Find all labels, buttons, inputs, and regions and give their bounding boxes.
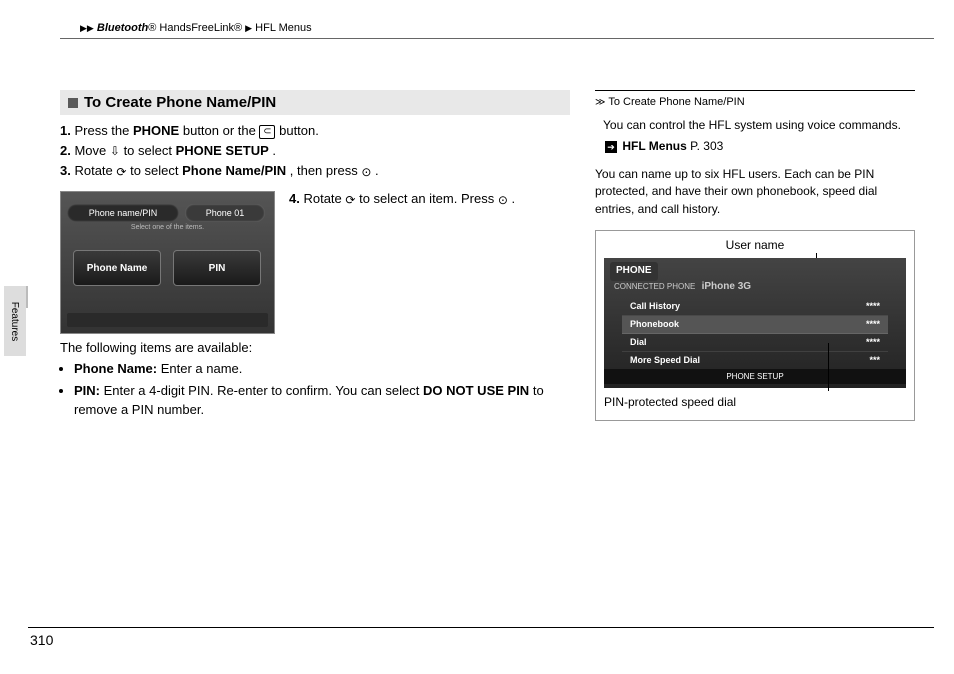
page-number: 310 (30, 632, 53, 648)
step-text: button or the (183, 123, 260, 138)
side-paragraph-1: You can control the HFL system using voi… (603, 117, 915, 134)
breadcrumb-seg3: HFL Menus (255, 22, 311, 34)
features-tab: Features (4, 286, 26, 356)
step-2: 2. Move ⇩ to select PHONE SETUP . (60, 141, 570, 161)
screen-tab-left: Phone name/PIN (67, 204, 179, 222)
callout-pin-speed-dial: PIN-protected speed dial (604, 394, 906, 411)
screen2-footer: PHONE SETUP (604, 369, 906, 385)
breadcrumb-seg2: HandsFreeLink® (159, 22, 242, 34)
step-number: 4. (289, 191, 303, 206)
step-4: 4. Rotate ⟳ to select an item. Press ⊙ . (289, 191, 570, 207)
callout-user-name: User name (604, 237, 906, 254)
step-text: . (512, 191, 516, 206)
connected-label: CONNECTED PHONE (614, 282, 695, 291)
side-column: ≫ To Create Phone Name/PIN You can contr… (595, 90, 915, 421)
step-text: to select an item. Press (359, 191, 498, 206)
menu-row-label: Dial (630, 336, 647, 349)
screen2-header: PHONE (610, 262, 658, 281)
menu-row-label: Phonebook (630, 318, 679, 331)
section-title-bar: To Create Phone Name/PIN (60, 90, 570, 115)
side-paragraph-2: You can name up to six HFL users. Each c… (595, 166, 915, 218)
step-text: , then press (290, 163, 362, 178)
screen-hint: Select one of the items. (61, 224, 274, 231)
menu-row-dial: Dial **** (622, 334, 888, 352)
bullet-phone-name: Phone Name: Enter a name. (74, 359, 570, 379)
reference-line: ➔ HFL Menus P. 303 (605, 138, 915, 155)
breadcrumb-seg1-italic: Bluetooth (97, 22, 148, 34)
step-number: 2. (60, 143, 74, 158)
screen-phone-menu: PHONE CONNECTED PHONE iPhone 3G Call His… (604, 258, 906, 388)
step-text: button. (279, 123, 319, 138)
items-bullets: Phone Name: Enter a name. PIN: Enter a 4… (74, 359, 570, 420)
features-label: Features (10, 301, 21, 340)
menu-row-stars: *** (869, 354, 880, 367)
do-not-use-pin-bold: DO NOT USE PIN (423, 383, 529, 398)
phone-setup-bold: PHONE SETUP (176, 143, 269, 158)
pickup-icon: ⊂ (259, 125, 275, 139)
divider (60, 38, 934, 39)
steps-list: 1. Press the PHONE button or the ⊂ butto… (60, 115, 570, 181)
menu-row-label: More Speed Dial (630, 354, 700, 367)
screenshot-row: Phone name/PIN Phone 01 Select one of th… (60, 191, 570, 334)
phone-name-pin-bold: Phone Name/PIN (182, 163, 286, 178)
triangle-icon: ▶▶ (80, 23, 94, 33)
triangle-icon: ▶ (245, 23, 252, 33)
step-text: Press the (74, 123, 133, 138)
rotate-icon: ⟳ (116, 163, 126, 182)
connected-value: iPhone 3G (702, 281, 751, 292)
footer-divider (28, 627, 934, 628)
rotate-icon: ⟳ (345, 193, 355, 207)
menu-row-stars: **** (866, 300, 880, 313)
reference-page: P. 303 (690, 139, 723, 153)
step-1: 1. Press the PHONE button or the ⊂ butto… (60, 121, 570, 141)
reference-arrow-icon: ➔ (605, 141, 617, 153)
reference-label: HFL Menus (622, 139, 686, 153)
press-icon: ⊙ (361, 163, 371, 182)
phone-bold: PHONE (133, 123, 179, 138)
step-number: 3. (60, 163, 74, 178)
screen2-wrapper: User name PHONE CONNECTED PHONE iPhone 3… (595, 230, 915, 421)
screen-phone-name-pin: Phone name/PIN Phone 01 Select one of th… (60, 191, 275, 334)
bullet-pin: PIN: Enter a 4-digit PIN. Re-enter to co… (74, 381, 570, 420)
screen-tab-right: Phone 01 (185, 204, 265, 222)
screen2-menu: Call History **** Phonebook **** Dial **… (622, 298, 888, 370)
breadcrumb: ▶▶ Bluetooth® HandsFreeLink® ▶ HFL Menus (80, 22, 312, 34)
section-title: To Create Phone Name/PIN (84, 94, 276, 111)
bullet-text: Enter a 4-digit PIN. Re-enter to confirm… (104, 383, 423, 398)
step-text: to select (124, 143, 176, 158)
step-number: 1. (60, 123, 74, 138)
bullet-text: Enter a name. (161, 361, 243, 376)
step-text: Move (74, 143, 109, 158)
screen-button-pin: PIN (173, 250, 261, 286)
screen-bottom-bar (67, 313, 268, 327)
square-bullet-icon (68, 98, 78, 108)
bullet-label: Phone Name: (74, 361, 157, 376)
step-text: to select (130, 163, 182, 178)
double-triangle-icon: ≫ (595, 97, 605, 108)
step-text: Rotate (74, 163, 116, 178)
menu-row-stars: **** (866, 336, 880, 349)
side-title: ≫ To Create Phone Name/PIN (595, 95, 915, 111)
step-3: 3. Rotate ⟳ to select Phone Name/PIN , t… (60, 161, 570, 181)
screen-button-phone-name: Phone Name (73, 250, 161, 286)
joystick-down-icon: ⇩ (110, 142, 120, 161)
breadcrumb-seg1-reg: ® (148, 22, 156, 34)
side-title-text: To Create Phone Name/PIN (608, 96, 744, 108)
menu-row-stars: **** (866, 318, 880, 331)
step-text: . (375, 163, 379, 178)
press-icon: ⊙ (498, 193, 508, 207)
bullet-label: PIN: (74, 383, 100, 398)
side-divider (595, 90, 915, 91)
menu-row-call-history: Call History **** (622, 298, 888, 316)
screen2-connected: CONNECTED PHONE iPhone 3G (614, 280, 751, 295)
step-text: Rotate (303, 191, 345, 206)
items-intro: The following items are available: (60, 340, 570, 355)
step-text: . (272, 143, 276, 158)
main-column: To Create Phone Name/PIN 1. Press the PH… (60, 90, 570, 422)
menu-row-phonebook: Phonebook **** (622, 316, 888, 334)
menu-row-label: Call History (630, 300, 680, 313)
callout-line (828, 343, 829, 391)
